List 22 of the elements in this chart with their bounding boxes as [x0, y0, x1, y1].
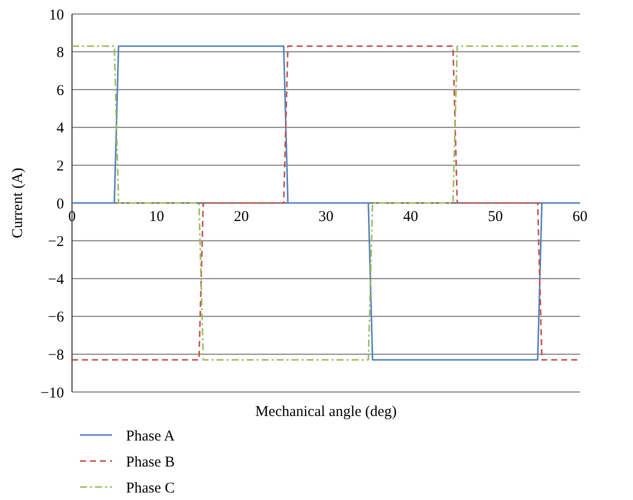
y-tick-label: 10: [49, 7, 64, 24]
y-tick-label: −4: [48, 272, 64, 288]
y-tick-label: 2: [56, 158, 64, 174]
y-tick-label: 0: [56, 196, 64, 212]
y-axis-title: Current (A): [10, 168, 26, 238]
legend-label: Phase C: [126, 480, 175, 496]
x-tick-label: 20: [234, 209, 249, 225]
y-tick-label: 8: [56, 45, 64, 62]
y-tick-label: −6: [48, 310, 64, 326]
y-tick-label: −10: [40, 385, 64, 402]
legend-label: Phase A: [126, 428, 175, 444]
x-tick-label: 30: [318, 209, 334, 225]
x-tick-label: 40: [403, 209, 418, 225]
x-tick-label: 60: [572, 209, 588, 225]
y-tick-label: 6: [56, 82, 64, 99]
y-tick-label: 4: [56, 120, 64, 137]
x-tick-label: 10: [149, 209, 164, 225]
legend-label: Phase B: [126, 454, 175, 470]
y-tick-label: −2: [48, 234, 64, 250]
x-axis-title: Mechanical angle (deg): [255, 404, 397, 420]
x-tick-label: 50: [488, 209, 503, 225]
y-tick-label: −8: [48, 347, 64, 364]
